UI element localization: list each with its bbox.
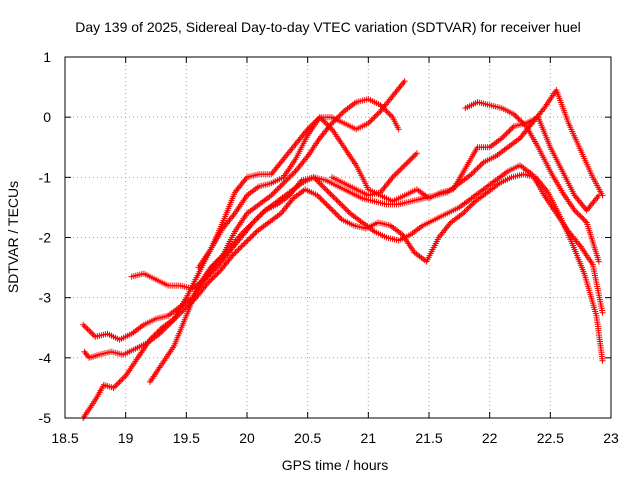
data-point-marker xyxy=(599,192,606,199)
grid xyxy=(65,57,611,418)
series-line xyxy=(82,116,600,419)
series-line xyxy=(149,98,400,383)
data-point-marker xyxy=(595,258,602,265)
y-tick-label: 1 xyxy=(43,49,51,65)
data-point-marker xyxy=(395,126,402,133)
axis-ticks: 18.5 19 19.5 20 20.5 21 21.5 22 22.5 23 -5 -4 -3 -2 -1… xyxy=(39,49,619,446)
data-point-marker xyxy=(401,78,408,85)
data-point-marker xyxy=(413,150,420,157)
x-tick-label: 20.5 xyxy=(294,430,321,446)
series-line xyxy=(82,164,603,341)
data-point-marker xyxy=(599,357,606,364)
x-axis-title: GPS time / hours xyxy=(282,457,389,473)
plot-frame xyxy=(64,56,612,419)
series-sat-b xyxy=(80,162,606,343)
y-tick-label: -1 xyxy=(39,169,52,185)
x-tick-label: 19 xyxy=(118,430,134,446)
y-tick-label: -4 xyxy=(39,350,52,366)
y-tick-label: -5 xyxy=(39,410,52,426)
y-tick-label: -2 xyxy=(39,230,52,246)
x-tick-label: 20 xyxy=(239,430,255,446)
data-series xyxy=(80,78,606,421)
x-tick-label: 22.5 xyxy=(537,430,564,446)
series-sat-c xyxy=(81,171,606,364)
x-tick-label: 22 xyxy=(482,430,498,446)
x-tick-label: 23 xyxy=(603,430,619,446)
x-tick-label: 19.5 xyxy=(173,430,200,446)
y-tick-label: 0 xyxy=(43,109,51,125)
series-sat-d xyxy=(128,87,606,292)
series-sat-f xyxy=(195,78,408,271)
y-tick-label: -3 xyxy=(39,290,52,306)
series-sat-a xyxy=(80,114,602,421)
chart-title: Day 139 of 2025, Sidereal Day-to-day VTE… xyxy=(75,19,581,35)
series-sat-g xyxy=(328,150,420,199)
series-sat-e xyxy=(146,96,402,385)
x-tick-label: 21 xyxy=(361,430,377,446)
data-point-marker xyxy=(599,309,606,316)
series-sat-h xyxy=(462,99,602,265)
series-line xyxy=(84,173,603,361)
y-axis-title: SDTVAR / TECUs xyxy=(5,181,21,293)
x-tick-label: 21.5 xyxy=(415,430,442,446)
x-tick-label: 18.5 xyxy=(51,430,78,446)
